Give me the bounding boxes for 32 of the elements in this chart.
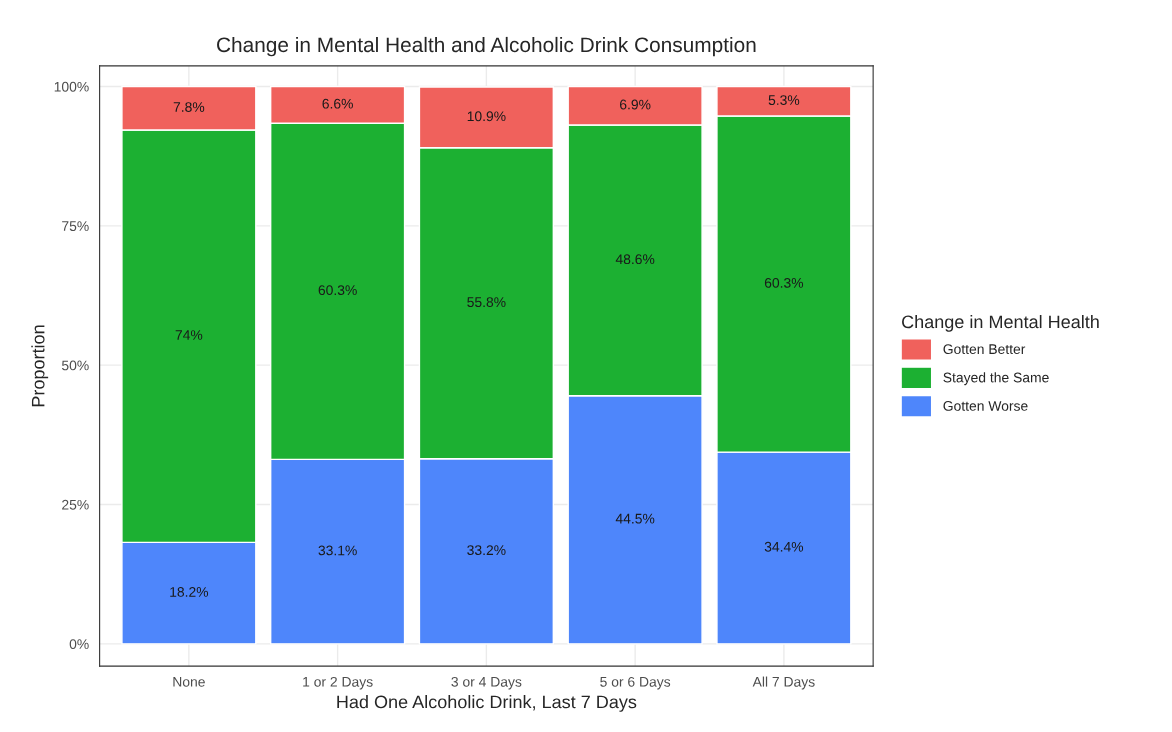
data-label: 60.3% xyxy=(318,285,357,296)
data-label: 33.2% xyxy=(467,545,506,556)
legend-title: Change in Mental Health xyxy=(902,314,1099,332)
data-label: 6.6% xyxy=(322,98,353,109)
y-tick-label: 75% xyxy=(62,221,89,231)
data-label: 7.8% xyxy=(173,102,205,112)
data-label: 10.9% xyxy=(467,111,506,122)
data-label: 48.6% xyxy=(615,254,655,265)
y-tick-label: 50% xyxy=(61,360,89,371)
x-tick-label: 5 or 6 Days xyxy=(600,676,671,690)
legend-label: Stayed the Same xyxy=(943,372,1049,386)
data-label: 34.4% xyxy=(764,541,804,552)
x-tick-label: 1 or 2 Days xyxy=(303,676,373,690)
data-label: 74% xyxy=(175,330,203,340)
data-label: 33.1% xyxy=(318,545,357,556)
data-label: 55.8% xyxy=(467,297,506,308)
x-axis-title: Had One Alcoholic Drink, Last 7 Days xyxy=(337,695,637,712)
data-label: 60.3% xyxy=(764,277,804,288)
legend-label: Gotten Better xyxy=(943,344,1026,355)
y-tick-label: 25% xyxy=(62,499,89,510)
data-label: 44.5% xyxy=(615,513,655,524)
data-label: 18.2% xyxy=(170,587,209,597)
x-tick-label: 3 or 4 Days xyxy=(451,676,522,690)
y-tick-label: 0% xyxy=(69,639,89,649)
y-axis-title: Proportion xyxy=(31,325,49,407)
x-tick-label: All 7 Days xyxy=(752,676,815,690)
data-label: 5.3% xyxy=(768,95,800,105)
legend-label: Gotten Worse xyxy=(943,401,1028,411)
chart-title: Change in Mental Health and Alcoholic Drink Consumption xyxy=(217,36,756,57)
data-label: 6.9% xyxy=(620,99,651,110)
y-tick-label: 100% xyxy=(54,81,89,92)
x-tick-label: None xyxy=(173,677,205,687)
